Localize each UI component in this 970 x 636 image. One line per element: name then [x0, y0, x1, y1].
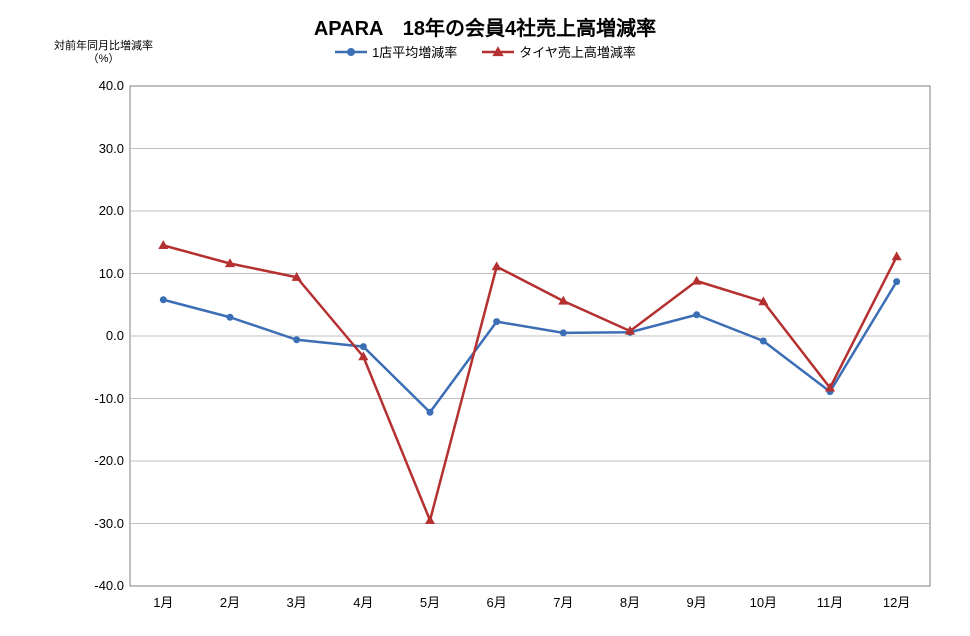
x-tick-label: 8月 — [610, 592, 650, 611]
y-tick-label: 20.0 — [99, 203, 124, 218]
y-tick-label: -30.0 — [94, 516, 124, 531]
chart-container: APARA 18年の会員4社売上高増減率 対前年同月比増減率 （%） 1店平均増… — [0, 0, 970, 636]
chart-svg — [0, 0, 970, 636]
x-tick-label: 3月 — [277, 592, 317, 611]
y-tick-label: -10.0 — [94, 391, 124, 406]
y-tick-label: 10.0 — [99, 266, 124, 281]
y-tick-label: -40.0 — [94, 578, 124, 593]
x-tick-label: 5月 — [410, 592, 450, 611]
y-tick-label: 0.0 — [106, 328, 124, 343]
x-tick-label: 10月 — [743, 592, 783, 611]
x-tick-label: 1月 — [143, 592, 183, 611]
y-tick-label: 30.0 — [99, 141, 124, 156]
x-tick-label: 4月 — [343, 592, 383, 611]
y-tick-label: 40.0 — [99, 78, 124, 93]
x-tick-label: 6月 — [477, 592, 517, 611]
x-tick-label: 2月 — [210, 592, 250, 611]
x-tick-label: 11月 — [810, 592, 850, 611]
y-tick-label: -20.0 — [94, 453, 124, 468]
x-tick-label: 9月 — [677, 592, 717, 611]
x-tick-label: 12月 — [877, 592, 917, 611]
x-tick-label: 7月 — [543, 592, 583, 611]
